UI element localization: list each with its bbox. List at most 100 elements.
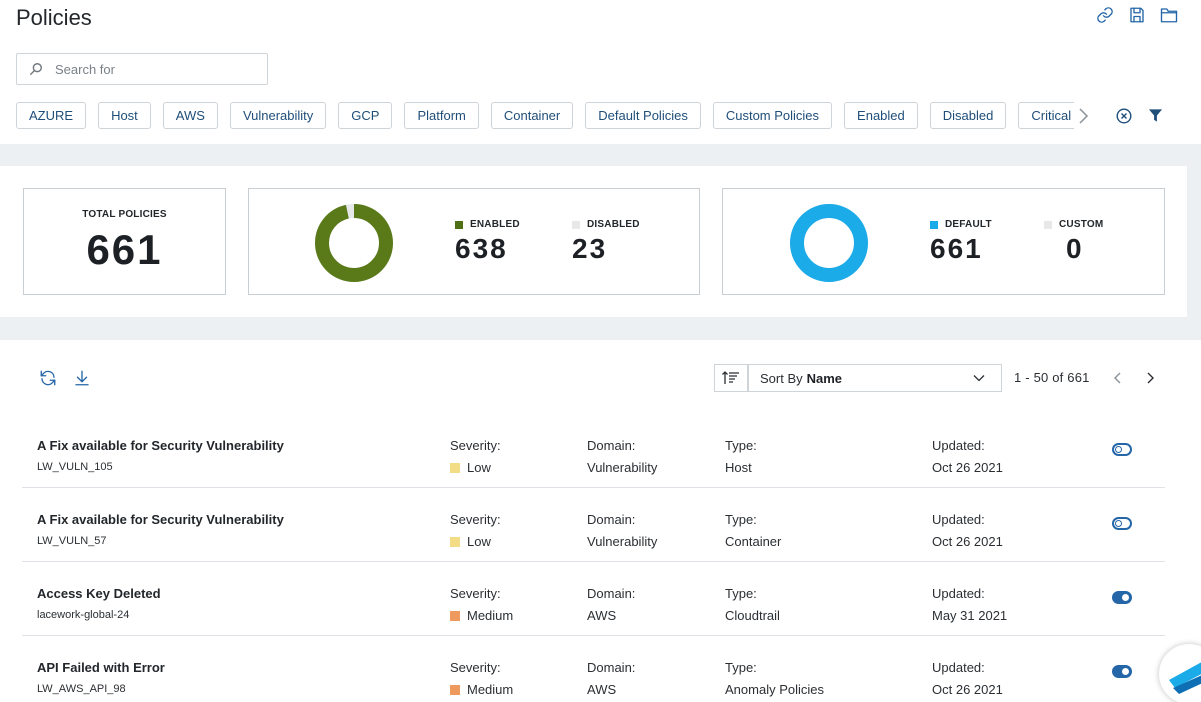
policy-id: LW_VULN_57 [37, 535, 107, 547]
updated-value: Oct 26 2021 [932, 460, 1003, 475]
next-page-icon[interactable] [1143, 370, 1157, 386]
updated-label: Updated: [932, 660, 985, 675]
policy-enable-toggle[interactable] [1112, 443, 1132, 456]
filter-chip-platform[interactable]: Platform [404, 102, 479, 129]
page-header: Policies AZURE Host AWS Vulnerability GCP Pla… [0, 0, 1201, 144]
policy-name[interactable]: A Fix available for Security Vulnerabili… [37, 438, 284, 453]
filter-chip-vulnerability[interactable]: Vulnerability [229, 102, 327, 129]
policy-enable-toggle[interactable] [1112, 591, 1132, 604]
search-input[interactable] [55, 61, 245, 77]
disabled-label: DISABLED [587, 219, 640, 230]
chevron-down-icon [973, 375, 985, 382]
policy-enable-toggle[interactable] [1112, 517, 1132, 530]
updated-value: Oct 26 2021 [932, 534, 1003, 549]
type-label: Type: [725, 660, 757, 675]
source-card: DEFAULT 661 CUSTOM 0 [722, 188, 1165, 295]
severity-label: Severity: [450, 660, 501, 675]
enabled-value: 638 [455, 233, 508, 264]
updated-label: Updated: [932, 586, 985, 601]
policy-name[interactable]: A Fix available for Security Vulnerabili… [37, 512, 284, 527]
severity-label: Severity: [450, 586, 501, 601]
domain-value: Vulnerability [587, 534, 658, 549]
filter-chip-aws[interactable]: AWS [162, 102, 218, 129]
toggle-knob [1115, 520, 1122, 527]
domain-cell: Domain: AWS [587, 586, 635, 623]
sort-by-value: Name [806, 370, 843, 386]
filter-chip-disabled[interactable]: Disabled [929, 102, 1007, 129]
enabled-legend-swatch [455, 220, 463, 229]
filter-chip-critical[interactable]: Critical [1018, 102, 1074, 129]
save-icon[interactable] [1127, 5, 1147, 25]
default-value: 661 [930, 233, 983, 264]
filter-icon[interactable] [1148, 108, 1163, 123]
filter-chip-container[interactable]: Container [490, 102, 574, 129]
updated-value: May 31 2021 [932, 608, 1008, 623]
sort-order-button[interactable] [714, 364, 748, 392]
severity-swatch [450, 684, 460, 695]
policy-id: LW_AWS_API_98 [37, 683, 126, 695]
link-icon[interactable] [1095, 5, 1115, 25]
default-legend-swatch [930, 220, 938, 229]
chat-logo-icon [1169, 662, 1201, 694]
severity-value: Low [467, 534, 491, 549]
pagination-range: 1 - 50 of 661 [1014, 370, 1090, 385]
folder-icon[interactable] [1159, 5, 1179, 25]
policy-enable-toggle[interactable] [1112, 665, 1132, 678]
policy-row[interactable]: API Failed with Error LW_AWS_API_98 Seve… [22, 636, 1165, 702]
policy-row[interactable]: A Fix available for Security Vulnerabili… [22, 488, 1165, 562]
filter-chip-enabled[interactable]: Enabled [844, 102, 918, 129]
domain-value: AWS [587, 608, 617, 623]
policy-name[interactable]: Access Key Deleted [37, 586, 161, 601]
domain-label: Domain: [587, 438, 636, 453]
policy-row[interactable]: A Fix available for Security Vulnerabili… [22, 414, 1165, 488]
help-chat-widget[interactable] [1159, 644, 1201, 702]
total-policies-value: 661 [86, 226, 163, 273]
clear-filters-icon[interactable] [1116, 108, 1132, 124]
filter-chip-host[interactable]: Host [98, 102, 151, 129]
severity-cell: Severity: Medium [450, 660, 513, 697]
disabled-value: 23 [572, 233, 608, 264]
policy-list-panel: Sort By Name 1 - 50 of 661 A Fix availabl… [0, 340, 1187, 702]
sort-by-dropdown[interactable]: Sort By Name [748, 364, 1002, 392]
domain-label: Domain: [587, 512, 636, 527]
refresh-icon[interactable] [39, 369, 59, 389]
type-label: Type: [725, 438, 757, 453]
enabled-stat: ENABLED 638 [455, 219, 520, 265]
chevron-right-icon[interactable] [1076, 106, 1092, 126]
updated-cell: Updated: May 31 2021 [932, 586, 1007, 623]
filter-chip-custom-policies[interactable]: Custom Policies [712, 102, 833, 129]
domain-value: AWS [587, 682, 617, 697]
policy-id: LW_VULN_105 [37, 461, 113, 473]
source-donut-chart [790, 204, 868, 282]
type-value: Host [725, 460, 752, 475]
updated-value: Oct 26 2021 [932, 682, 1003, 697]
policy-row[interactable]: Access Key Deleted lacework-global-24 Se… [22, 562, 1165, 636]
filter-chip-default-policies[interactable]: Default Policies [585, 102, 701, 129]
toggle-knob [1122, 668, 1129, 675]
search-box[interactable] [16, 53, 268, 85]
severity-label: Severity: [450, 512, 501, 527]
total-policies-card: TOTAL POLICIES 661 [23, 188, 226, 295]
donut-enabled-segment [315, 204, 393, 282]
severity-swatch [450, 462, 460, 473]
sort-order-icon [722, 371, 739, 384]
updated-cell: Updated: Oct 26 2021 [932, 512, 1003, 549]
severity-cell: Severity: Low [450, 512, 501, 549]
summary-panel: TOTAL POLICIES 661 ENABLED 638 DISABLED … [0, 166, 1187, 317]
severity-label: Severity: [450, 438, 501, 453]
status-donut-chart [315, 204, 393, 282]
total-policies-label: TOTAL POLICIES [82, 209, 167, 220]
disabled-stat: DISABLED 23 [572, 219, 640, 265]
domain-cell: Domain: Vulnerability [587, 438, 657, 475]
filter-chip-azure[interactable]: AZURE [16, 102, 87, 129]
filter-chip-gcp[interactable]: GCP [338, 102, 393, 129]
toggle-knob [1122, 594, 1129, 601]
type-value: Container [725, 534, 782, 549]
download-icon[interactable] [73, 369, 93, 389]
prev-page-icon[interactable] [1111, 370, 1125, 386]
policy-name[interactable]: API Failed with Error [37, 660, 165, 675]
type-label: Type: [725, 512, 757, 527]
domain-value: Vulnerability [587, 460, 658, 475]
type-cell: Type: Anomaly Policies [725, 660, 824, 697]
disabled-legend-swatch [572, 220, 580, 229]
